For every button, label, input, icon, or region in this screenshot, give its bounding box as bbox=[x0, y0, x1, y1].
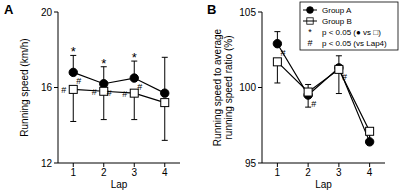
legend-symbol: * bbox=[308, 27, 312, 37]
annotation: # bbox=[137, 82, 142, 92]
error-bar bbox=[164, 57, 165, 93]
series-line bbox=[277, 44, 369, 142]
panel: B 95 100 105 1 2 3 4 Lap Running speed to average… bbox=[207, 2, 398, 190]
x-axis-label: Lap bbox=[315, 179, 332, 190]
y-axis-label: Running speed (km/h) bbox=[19, 38, 30, 136]
series-line bbox=[277, 62, 369, 131]
x-tick-label: 4 bbox=[162, 167, 168, 178]
y-axis-label: Running speed to averagerunning speed ra… bbox=[212, 28, 234, 146]
annotation: # bbox=[76, 76, 81, 86]
panel-label: B bbox=[207, 2, 216, 17]
legend-label: Group A bbox=[322, 6, 352, 15]
x-tick-label: 3 bbox=[336, 167, 342, 178]
annotation: * bbox=[101, 56, 106, 71]
marker bbox=[69, 68, 77, 76]
marker bbox=[273, 58, 281, 66]
x-tick-label: 4 bbox=[367, 167, 373, 178]
annotation: * bbox=[132, 50, 137, 65]
y-tick bbox=[54, 163, 58, 164]
x-tick-label: 3 bbox=[131, 167, 137, 178]
error-cap bbox=[305, 84, 311, 85]
legend-box bbox=[300, 2, 398, 50]
x-axis bbox=[262, 163, 385, 164]
y-axis-label-line: running speed ratio (%) bbox=[223, 36, 234, 140]
x-tick-label: 2 bbox=[305, 167, 311, 178]
error-bar bbox=[73, 89, 74, 121]
y-tick-label: 16 bbox=[41, 82, 53, 93]
y-tick bbox=[258, 12, 262, 13]
y-tick-label: 100 bbox=[239, 82, 256, 93]
y-tick bbox=[258, 163, 262, 164]
error-cap bbox=[70, 121, 76, 122]
y-axis-label-line: Running speed (km/h) bbox=[19, 38, 30, 136]
annotation: # bbox=[92, 87, 97, 97]
x-tick-label: 2 bbox=[101, 167, 107, 178]
error-cap bbox=[336, 93, 342, 94]
marker bbox=[304, 88, 312, 96]
error-cap bbox=[101, 119, 107, 120]
annotation: # bbox=[107, 88, 112, 98]
error-cap bbox=[336, 55, 342, 56]
x-tick-label: 1 bbox=[70, 167, 76, 178]
y-tick-label: 95 bbox=[245, 158, 257, 169]
error-cap bbox=[131, 119, 137, 120]
annotation: # bbox=[311, 99, 316, 109]
marker bbox=[365, 138, 373, 146]
panel: A1216201234LapRunning speed (km/h)***###… bbox=[4, 2, 180, 190]
marker bbox=[161, 99, 169, 107]
y-tick-label: 105 bbox=[239, 7, 256, 18]
figure: A1216201234LapRunning speed (km/h)***###… bbox=[0, 0, 400, 191]
error-cap bbox=[274, 31, 280, 32]
marker bbox=[100, 80, 108, 88]
y-tick bbox=[54, 87, 58, 88]
legend-line bbox=[303, 10, 317, 11]
legend-label: p < 0.05 (vs Lap4) bbox=[322, 39, 387, 48]
plot-area bbox=[69, 55, 169, 140]
y-axis-label-line: Running speed to average bbox=[212, 28, 223, 146]
annotation: # bbox=[342, 72, 347, 82]
error-cap bbox=[162, 57, 168, 58]
panel-label: A bbox=[4, 2, 14, 17]
error-cap bbox=[162, 140, 168, 141]
y-tick-label: 12 bbox=[41, 158, 53, 169]
marker bbox=[130, 74, 138, 82]
y-tick-label: 20 bbox=[41, 7, 53, 18]
error-bar bbox=[164, 103, 165, 141]
x-axis-label: Lap bbox=[111, 179, 128, 190]
marker bbox=[273, 40, 281, 48]
error-cap bbox=[274, 82, 280, 83]
y-tick bbox=[54, 12, 58, 13]
x-tick-label: 1 bbox=[275, 167, 281, 178]
legend-symbol: # bbox=[307, 38, 312, 48]
marker bbox=[161, 89, 169, 97]
legend-line bbox=[303, 21, 317, 22]
legend-label: Group B bbox=[322, 17, 352, 26]
marker bbox=[366, 127, 374, 135]
annotation: # bbox=[280, 48, 285, 58]
y-tick bbox=[258, 87, 262, 88]
x-axis bbox=[58, 163, 180, 164]
legend: Group A Group B * p < 0.05 (● vs □) # p < 0.0… bbox=[300, 2, 398, 50]
annotation: # bbox=[61, 85, 66, 95]
annotation: * bbox=[71, 44, 76, 59]
annotation: # bbox=[122, 89, 127, 99]
series-line bbox=[73, 89, 165, 102]
marker bbox=[69, 85, 77, 93]
legend-label: p < 0.05 (● vs □) bbox=[322, 28, 381, 37]
